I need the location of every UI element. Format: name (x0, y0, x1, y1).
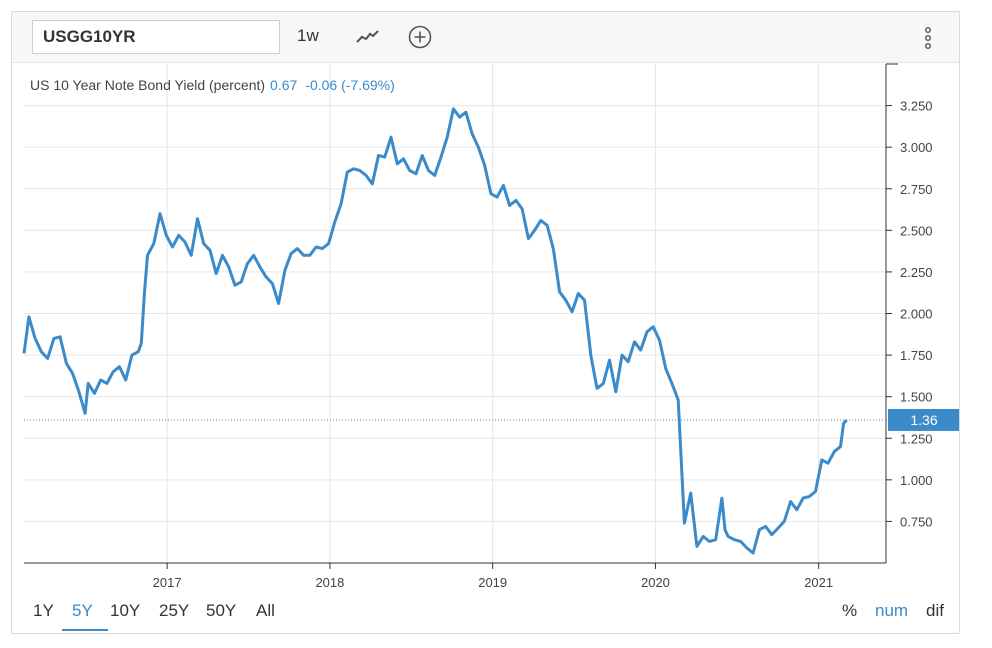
x-tick-label: 2017 (153, 575, 182, 590)
y-tick-label: 3.000 (900, 140, 933, 155)
y-tick-label: 2.750 (900, 182, 933, 197)
x-tick-label: 2019 (478, 575, 507, 590)
y-tick-label: 1.500 (900, 390, 933, 405)
mode-button-percent[interactable]: % (842, 601, 858, 620)
last-value-badge (888, 408, 959, 431)
legend-series-name: US 10 Year Note Bond Yield (percent) (30, 77, 265, 93)
range-button-all[interactable]: All (256, 601, 275, 620)
range-button-25y[interactable]: 25Y (159, 601, 190, 620)
y-tick-label: 1.250 (900, 431, 933, 446)
add-series-plus-icon[interactable] (407, 24, 433, 50)
range-button-10y[interactable]: 10Y (110, 601, 141, 620)
legend-value: 0.67 (270, 77, 297, 93)
range-button-50y[interactable]: 50Y (206, 601, 237, 620)
bottom-bar: 1Y 5Y 10Y 25Y 50Y All % num dif (12, 593, 959, 633)
more-vertical-icon[interactable] (918, 25, 938, 51)
y-tick-label: 2.250 (900, 265, 933, 280)
last-value-text: 1.36 (910, 412, 937, 428)
y-tick-label: 1.750 (900, 348, 933, 363)
interval-button[interactable]: 1w (297, 26, 319, 45)
y-tick-label: 1.000 (900, 473, 933, 488)
x-tick-label: 2020 (641, 575, 670, 590)
chart-plot-area[interactable]: 0.750 1.000 1.250 1.500 1.750 2.000 2.250 2.500… (12, 12, 959, 593)
range-button-1y[interactable]: 1Y (33, 601, 54, 620)
mode-button-dif[interactable]: dif (926, 601, 944, 620)
x-tick-label: 2021 (804, 575, 833, 590)
ticker-input[interactable] (32, 20, 280, 54)
mode-button-num[interactable]: num (875, 601, 909, 620)
legend-change: -0.06 (-7.69%) (305, 77, 394, 93)
line-chart-icon[interactable] (355, 25, 381, 49)
toolbar: 1w (12, 12, 959, 63)
y-tick-label: 3.250 (900, 99, 933, 114)
x-tick-label: 2018 (315, 575, 344, 590)
chart-legend: US 10 Year Note Bond Yield (percent) 0.6… (30, 77, 395, 93)
range-button-5y[interactable]: 5Y (72, 601, 93, 620)
y-tick-label: 2.000 (900, 307, 933, 322)
y-tick-label: 0.750 (900, 514, 933, 529)
active-range-underline (62, 629, 108, 631)
series-line (22, 107, 848, 555)
y-tick-label: 2.500 (900, 223, 933, 238)
